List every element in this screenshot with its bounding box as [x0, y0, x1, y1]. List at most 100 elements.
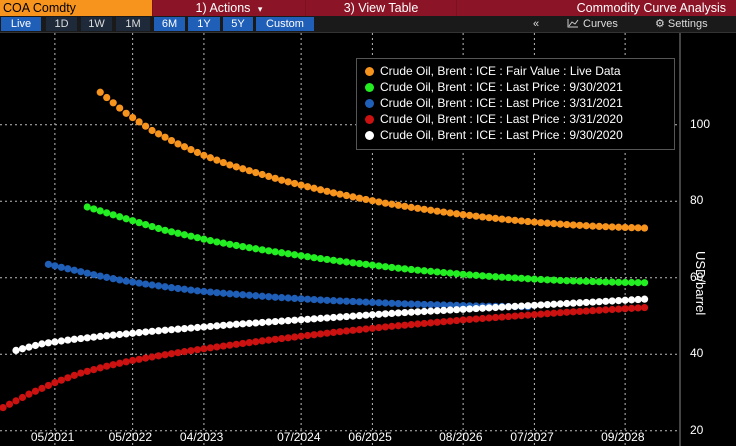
data-point[interactable] [174, 349, 182, 357]
data-point[interactable] [154, 327, 163, 335]
data-point[interactable] [239, 291, 247, 299]
data-point[interactable] [239, 339, 247, 348]
data-point[interactable] [602, 278, 610, 286]
data-point[interactable] [563, 308, 571, 316]
data-point[interactable] [368, 261, 376, 269]
data-point[interactable] [31, 341, 40, 350]
data-point[interactable] [38, 340, 46, 348]
data-point[interactable] [550, 300, 558, 308]
data-point[interactable] [187, 286, 195, 294]
data-point[interactable] [129, 114, 137, 122]
legend-item[interactable]: Crude Oil, Brent : ICE : Last Price : 3/… [365, 96, 623, 111]
data-point[interactable] [349, 259, 357, 267]
data-point[interactable] [388, 299, 396, 307]
data-point[interactable] [517, 311, 526, 320]
data-point[interactable] [414, 204, 422, 212]
data-point[interactable] [628, 296, 636, 304]
data-point[interactable] [621, 305, 629, 313]
data-point[interactable] [440, 268, 448, 277]
data-point[interactable] [615, 278, 623, 286]
data-point[interactable] [401, 300, 409, 308]
data-point[interactable] [556, 300, 564, 308]
data-point[interactable] [200, 151, 208, 159]
data-point[interactable] [381, 263, 389, 271]
data-point[interactable] [589, 307, 597, 315]
data-point[interactable] [193, 323, 202, 332]
data-point[interactable] [213, 343, 221, 351]
data-point[interactable] [563, 220, 571, 229]
curves-button[interactable]: Curves [567, 17, 618, 31]
data-point[interactable] [291, 251, 299, 259]
data-point[interactable] [180, 231, 189, 239]
data-point[interactable] [446, 306, 454, 314]
data-point[interactable] [388, 309, 396, 317]
data-point[interactable] [297, 316, 305, 324]
data-point[interactable] [148, 353, 156, 361]
data-point[interactable] [44, 381, 53, 390]
data-point[interactable] [148, 281, 156, 289]
data-point[interactable] [109, 361, 117, 369]
collapse-icon[interactable]: « [533, 18, 540, 30]
data-point[interactable] [271, 293, 279, 301]
data-point[interactable] [582, 298, 590, 307]
data-point[interactable] [70, 335, 78, 343]
data-point[interactable] [213, 156, 221, 164]
data-point[interactable] [498, 273, 506, 281]
data-point[interactable] [446, 269, 454, 277]
data-point[interactable] [77, 268, 85, 276]
data-point[interactable] [336, 190, 344, 198]
data-point[interactable] [388, 322, 396, 330]
data-point[interactable] [161, 283, 169, 291]
data-point[interactable] [206, 288, 214, 296]
data-point[interactable] [511, 216, 519, 224]
data-point[interactable] [323, 314, 331, 322]
data-point[interactable] [232, 340, 240, 348]
data-point[interactable] [25, 390, 33, 398]
data-point[interactable] [388, 200, 396, 208]
data-point[interactable] [466, 271, 474, 279]
data-point[interactable] [491, 303, 500, 312]
data-point[interactable] [414, 308, 422, 316]
data-point[interactable] [349, 326, 357, 334]
data-point[interactable] [271, 174, 279, 182]
data-point[interactable] [628, 224, 636, 232]
data-point[interactable] [200, 345, 208, 353]
data-point[interactable] [271, 248, 279, 256]
data-point[interactable] [608, 305, 616, 314]
data-point[interactable] [206, 322, 214, 331]
data-point[interactable] [122, 277, 130, 285]
data-point[interactable] [148, 222, 156, 231]
data-point[interactable] [135, 355, 143, 363]
curve-chart[interactable]: USD/barrel [0, 33, 736, 446]
data-point[interactable] [44, 339, 53, 347]
data-point[interactable] [96, 332, 104, 341]
data-point[interactable] [57, 337, 65, 345]
data-point[interactable] [407, 308, 415, 316]
data-point[interactable] [304, 295, 312, 303]
data-point[interactable] [368, 197, 376, 205]
data-point[interactable] [316, 186, 325, 194]
data-point[interactable] [258, 246, 266, 254]
data-point[interactable] [634, 304, 642, 312]
data-point[interactable] [569, 308, 577, 316]
data-point[interactable] [291, 333, 299, 341]
data-point[interactable] [355, 326, 364, 334]
data-point[interactable] [129, 329, 137, 337]
data-point[interactable] [472, 271, 480, 279]
data-point[interactable] [595, 306, 603, 314]
data-point[interactable] [362, 298, 370, 306]
data-point[interactable] [595, 298, 603, 306]
data-point[interactable] [265, 318, 273, 326]
data-point[interactable] [375, 299, 383, 307]
data-point[interactable] [498, 215, 506, 223]
data-point[interactable] [297, 332, 305, 340]
data-point[interactable] [621, 223, 629, 232]
data-point[interactable] [478, 314, 487, 323]
data-point[interactable] [491, 313, 500, 322]
data-point[interactable] [310, 331, 318, 339]
data-point[interactable] [459, 316, 467, 324]
data-point[interactable] [265, 247, 273, 255]
data-point[interactable] [167, 136, 176, 145]
data-point[interactable] [174, 325, 182, 333]
data-point[interactable] [537, 275, 545, 284]
